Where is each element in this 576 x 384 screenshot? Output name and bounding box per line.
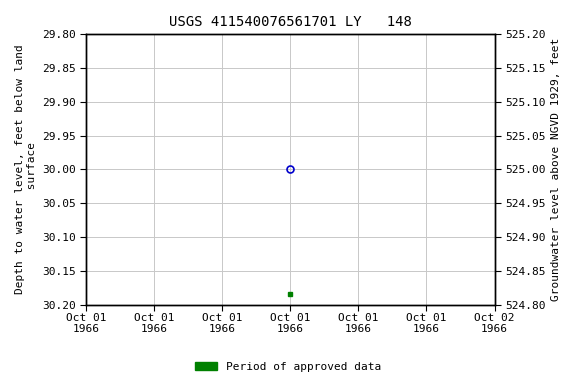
Legend: Period of approved data: Period of approved data	[191, 358, 385, 377]
Title: USGS 411540076561701 LY   148: USGS 411540076561701 LY 148	[169, 15, 412, 29]
Y-axis label: Depth to water level, feet below land
 surface: Depth to water level, feet below land su…	[15, 45, 37, 294]
Y-axis label: Groundwater level above NGVD 1929, feet: Groundwater level above NGVD 1929, feet	[551, 38, 561, 301]
